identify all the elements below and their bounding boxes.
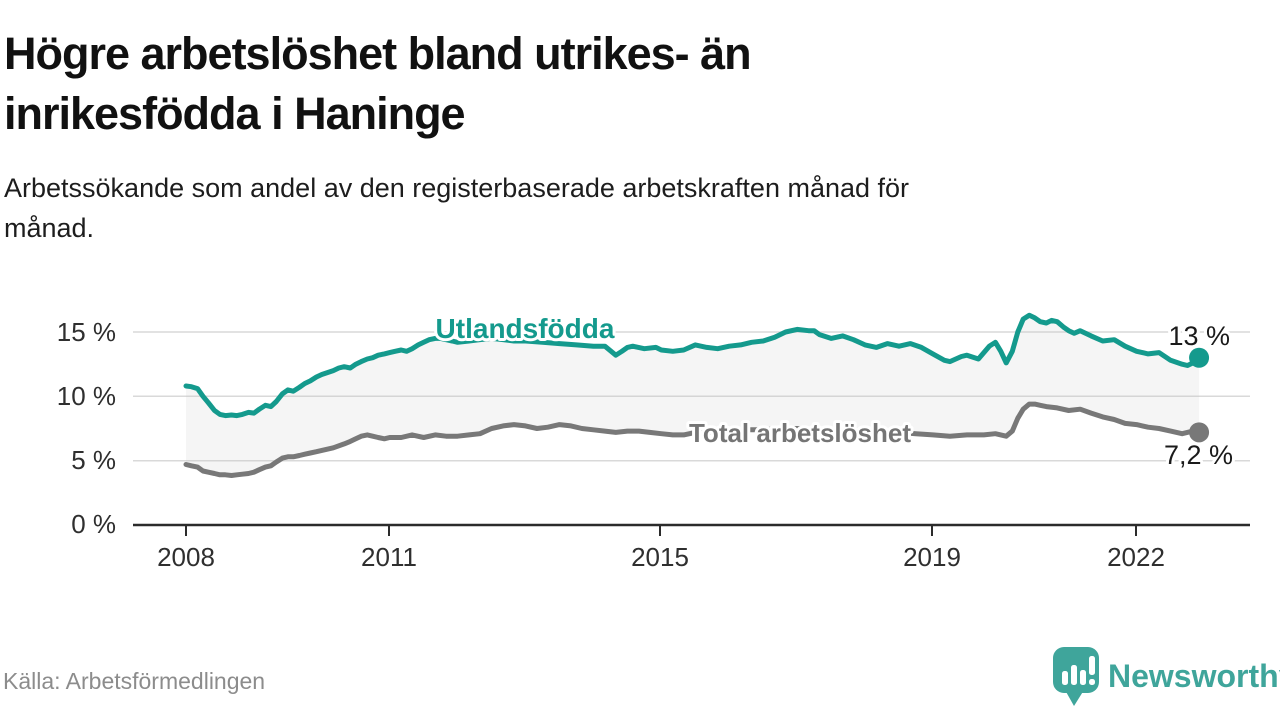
line-utlandsf-dda xyxy=(183,312,1202,419)
x-tick-2019: 2019 xyxy=(903,542,961,572)
x-tick-2022: 2022 xyxy=(1107,542,1165,572)
end-value-label-total: 7,2 % xyxy=(1164,440,1233,470)
chart-subtitle: Arbetssökande som andel av den registerb… xyxy=(4,173,910,243)
y-tick-15: 15 % xyxy=(57,317,116,347)
y-tick-5: 5 % xyxy=(71,445,116,475)
y-tick-10: 10 % xyxy=(57,381,116,411)
x-axis xyxy=(133,523,1250,536)
series-label-utlandsfodda: Utlandsfödda xyxy=(436,313,615,344)
end-dot-total-arbetsl-shet xyxy=(1189,422,1210,443)
x-axis-labels: 2008 2011 2015 2019 2022 xyxy=(157,542,1165,572)
line-total-arbetsl-shet xyxy=(183,401,1202,478)
series-label-total-arbetsloshet: Total arbetslöshet xyxy=(689,418,911,448)
end-value-label-utlandsfodda: 13 % xyxy=(1168,321,1230,351)
y-axis-labels: 15 % 10 % 5 % 0 % xyxy=(57,317,116,539)
newsworthy-wordmark: Newsworthy xyxy=(1108,658,1280,694)
band-between-series xyxy=(186,315,1200,476)
chart-title: Högre arbetslöshet bland utrikes- än inr… xyxy=(4,28,752,139)
x-tick-2011: 2011 xyxy=(361,542,417,572)
source-note: Källa: Arbetsförmedlingen xyxy=(3,668,266,694)
x-tick-2015: 2015 xyxy=(631,542,689,572)
series-lines xyxy=(183,312,1210,478)
gridlines xyxy=(133,331,1250,462)
y-tick-0: 0 % xyxy=(71,509,116,539)
end-dot-utlandsf-dda xyxy=(1189,347,1210,368)
newsworthy-logo-icon xyxy=(1053,647,1099,706)
x-tick-2008: 2008 xyxy=(157,542,215,572)
newsworthy-logo: Newsworthy xyxy=(1050,644,1280,708)
